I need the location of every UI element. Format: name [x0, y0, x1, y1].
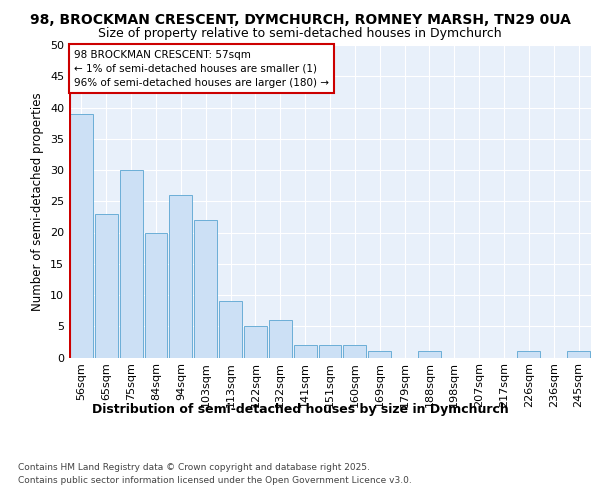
Text: Contains HM Land Registry data © Crown copyright and database right 2025.: Contains HM Land Registry data © Crown c… — [18, 462, 370, 471]
Bar — [517, 351, 540, 358]
Bar — [120, 170, 143, 358]
Text: 98 BROCKMAN CRESCENT: 57sqm
← 1% of semi-detached houses are smaller (1)
96% of : 98 BROCKMAN CRESCENT: 57sqm ← 1% of semi… — [74, 50, 329, 88]
Bar — [219, 301, 242, 358]
Text: Distribution of semi-detached houses by size in Dymchurch: Distribution of semi-detached houses by … — [92, 402, 508, 415]
Text: Size of property relative to semi-detached houses in Dymchurch: Size of property relative to semi-detach… — [98, 28, 502, 40]
Bar — [70, 114, 93, 358]
Bar — [244, 326, 267, 358]
Bar — [95, 214, 118, 358]
Bar — [418, 351, 441, 358]
Bar — [145, 232, 167, 358]
Bar — [294, 345, 317, 358]
Bar — [269, 320, 292, 358]
Bar — [567, 351, 590, 358]
Y-axis label: Number of semi-detached properties: Number of semi-detached properties — [31, 92, 44, 310]
Text: Contains public sector information licensed under the Open Government Licence v3: Contains public sector information licen… — [18, 476, 412, 485]
Bar — [343, 345, 366, 358]
Text: 98, BROCKMAN CRESCENT, DYMCHURCH, ROMNEY MARSH, TN29 0UA: 98, BROCKMAN CRESCENT, DYMCHURCH, ROMNEY… — [29, 12, 571, 26]
Bar — [194, 220, 217, 358]
Bar — [319, 345, 341, 358]
Bar — [368, 351, 391, 358]
Bar — [169, 195, 192, 358]
